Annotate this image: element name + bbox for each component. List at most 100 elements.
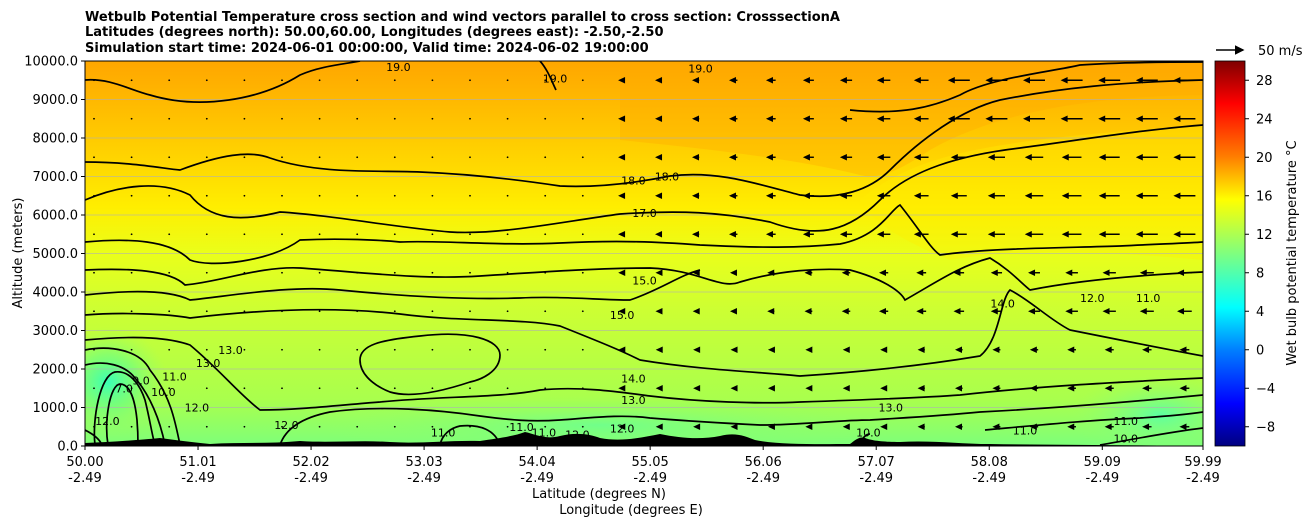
y-tick-label: 10000.0 (24, 55, 78, 70)
wind-vector-dot (393, 425, 396, 428)
contour-cold-2 (85, 362, 166, 446)
wind-vector-head (655, 77, 663, 84)
wind-vector-dot (431, 425, 434, 428)
contour-label: 14.0 (990, 298, 1015, 311)
contour-12 (279, 394, 1203, 446)
wind-vector-dot (93, 271, 95, 274)
wind-vector-head (805, 346, 813, 353)
x-tick-label-lat: 53.03 (405, 455, 442, 470)
x-tick-label-lon: -2.49 (181, 471, 215, 486)
y-tick-label: 6000.0 (33, 209, 79, 224)
wind-vector-dot (469, 271, 471, 274)
contour-label: 13.0 (196, 357, 221, 370)
wind-vector-head (1098, 115, 1106, 122)
wind-vector-head (1177, 308, 1185, 315)
colorbar-tick-label: 12 (1256, 228, 1273, 243)
contour-label: 9.0 (132, 375, 150, 388)
x-axis-label-longitude: Longitude (degrees E) (559, 503, 703, 518)
wind-vector-head (947, 115, 955, 122)
wind-vector-dot (544, 156, 547, 159)
wind-vector-head (767, 269, 775, 276)
wind-vector-head (947, 77, 955, 84)
wind-vector-head (1024, 192, 1032, 199)
wind-vector-dot (168, 348, 171, 351)
wind-vector-head (765, 115, 773, 122)
wind-vector-head (880, 385, 888, 392)
wind-vector-dot (243, 117, 246, 120)
wind-vector-head (839, 115, 847, 122)
wind-vector-dot (431, 194, 434, 197)
wind-vector-dot (506, 310, 509, 313)
wind-vector-dot (205, 271, 208, 274)
wind-vector-head (1135, 231, 1143, 238)
wind-vector-head (618, 346, 626, 353)
wind-vector-dot (544, 194, 547, 197)
wind-vector-head (728, 115, 736, 122)
wind-vector-dot (506, 156, 509, 159)
wind-vector-head (876, 231, 884, 238)
wind-vector-head (842, 423, 850, 430)
contour-label: 19.0 (543, 72, 568, 85)
contour-label: 12.0 (95, 415, 120, 428)
x-tick-label-lat: 52.02 (292, 455, 329, 470)
wind-vector-dot (168, 271, 171, 274)
wind-vector-dot (469, 233, 471, 236)
wind-vector-dot (168, 310, 171, 313)
wind-vector-head (655, 154, 663, 161)
wind-vector-head (693, 423, 701, 430)
wind-vector-head (692, 154, 700, 161)
wind-vector-dot (318, 117, 321, 120)
wind-vector-head (950, 154, 958, 161)
wind-vector-head (693, 385, 701, 392)
wind-vector-dot (130, 310, 133, 313)
contour-label: 15.0 (632, 274, 657, 287)
wind-vector-head (950, 231, 958, 238)
wind-vector-dot (168, 156, 171, 159)
contour-14b (359, 333, 501, 396)
wind-vector-dot (431, 117, 434, 120)
wind-vector-dot (581, 271, 584, 274)
x-tick-label-lon: -2.49 (633, 471, 667, 486)
contour-cold-1 (85, 347, 181, 446)
wind-vector-dot (469, 387, 471, 390)
wind-vector-head (953, 269, 961, 276)
wind-vector-dot (318, 194, 321, 197)
wind-vector-head (802, 231, 810, 238)
wind-vector-dot (130, 79, 133, 82)
contour-10 (1099, 427, 1203, 446)
wind-vector-head (913, 192, 921, 199)
wind-vector-dot (393, 348, 396, 351)
wind-vector-head (767, 385, 775, 392)
y-tick-label: 3000.0 (33, 324, 79, 339)
wind-vector-head (1142, 346, 1150, 353)
wind-vector-dot (281, 348, 283, 351)
wind-vector-head (692, 192, 700, 199)
wind-vector-head (692, 115, 700, 122)
wind-vector-head (1179, 346, 1187, 353)
chart-title-line-3: Simulation start time: 2024-06-01 00:00:… (85, 41, 649, 56)
y-tick-label: 1000.0 (33, 401, 79, 416)
wind-vector-dot (205, 233, 208, 236)
wind-vector-dot (469, 348, 471, 351)
x-tick-label-lon: -2.49 (972, 471, 1006, 486)
wind-vector-head (950, 192, 958, 199)
wind-vector-dot (506, 79, 509, 82)
wind-vector-dot (130, 233, 133, 236)
wind-vector-head (730, 423, 738, 430)
wind-vector-dot (243, 271, 246, 274)
wind-vector-head (990, 308, 998, 315)
wind-vector-head (953, 308, 961, 315)
wind-vector-dot (431, 387, 434, 390)
wind-vector-head (839, 231, 847, 238)
wind-vector-dot (205, 117, 208, 120)
wind-vector-head (767, 308, 775, 315)
colorbar-tick-label: −4 (1256, 382, 1275, 397)
wind-vector-head (1135, 192, 1143, 199)
contour-label: 17.0 (632, 207, 657, 220)
wind-vector-dot (431, 271, 434, 274)
contour-label: 13.0 (879, 402, 904, 415)
wind-vector-dot (506, 425, 509, 428)
wind-vector-head (729, 308, 737, 315)
wind-vector-head (1029, 385, 1037, 392)
wind-vector-head (802, 115, 810, 122)
